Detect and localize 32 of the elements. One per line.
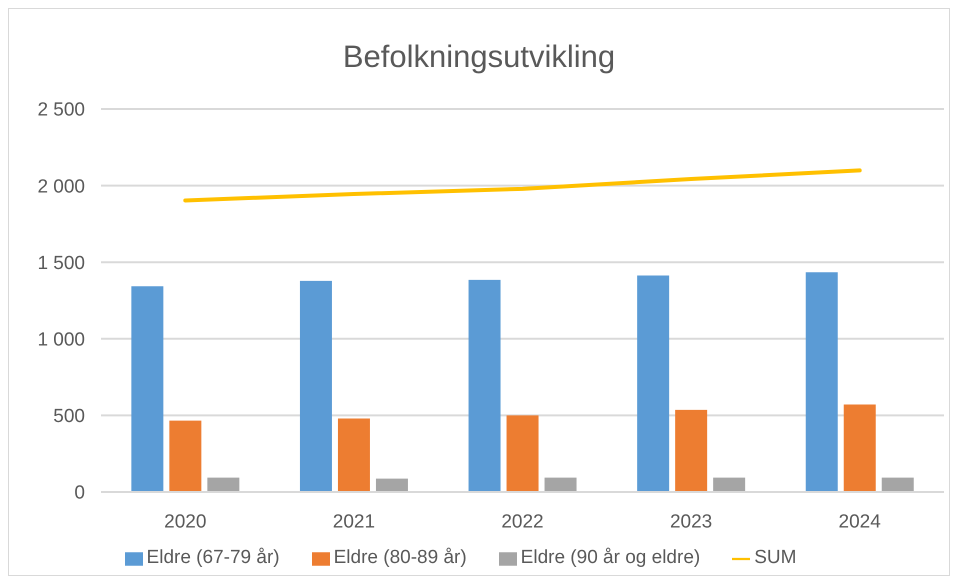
x-tick-label: 2024 xyxy=(838,511,882,532)
bar xyxy=(637,276,670,492)
bar xyxy=(131,286,164,492)
x-tick-label: 2022 xyxy=(501,511,544,532)
bar xyxy=(506,415,539,492)
y-tick-label: 2 500 xyxy=(37,100,85,121)
bar xyxy=(300,280,332,492)
legend-label: Eldre (80-89 år) xyxy=(334,547,467,568)
bar xyxy=(544,478,577,492)
chart-title: Befolkningsutvikling xyxy=(342,38,616,76)
bar xyxy=(806,272,838,492)
bar xyxy=(468,280,501,492)
y-tick-label: 0 xyxy=(74,482,85,504)
y-tick-label: 1 500 xyxy=(37,252,85,274)
bar xyxy=(844,404,876,492)
y-tick-label: 1 000 xyxy=(37,330,85,351)
bar xyxy=(675,410,708,492)
x-tick-label: 2023 xyxy=(670,511,712,532)
x-tick-label: 2020 xyxy=(164,511,206,532)
legend-label: Eldre (90 år og eldre) xyxy=(520,547,700,568)
legend-label: SUM xyxy=(754,547,796,568)
bar xyxy=(207,478,240,492)
legend-label: Eldre (67-79 år) xyxy=(146,547,280,568)
bar xyxy=(882,478,914,492)
bar xyxy=(713,478,746,492)
y-tick-label: 2 000 xyxy=(37,176,85,198)
y-tick-label: 500 xyxy=(53,406,85,428)
x-tick-label: 2021 xyxy=(332,511,376,532)
bar xyxy=(338,418,370,492)
line-series xyxy=(183,168,862,202)
bar xyxy=(169,420,202,492)
bar xyxy=(376,478,408,492)
